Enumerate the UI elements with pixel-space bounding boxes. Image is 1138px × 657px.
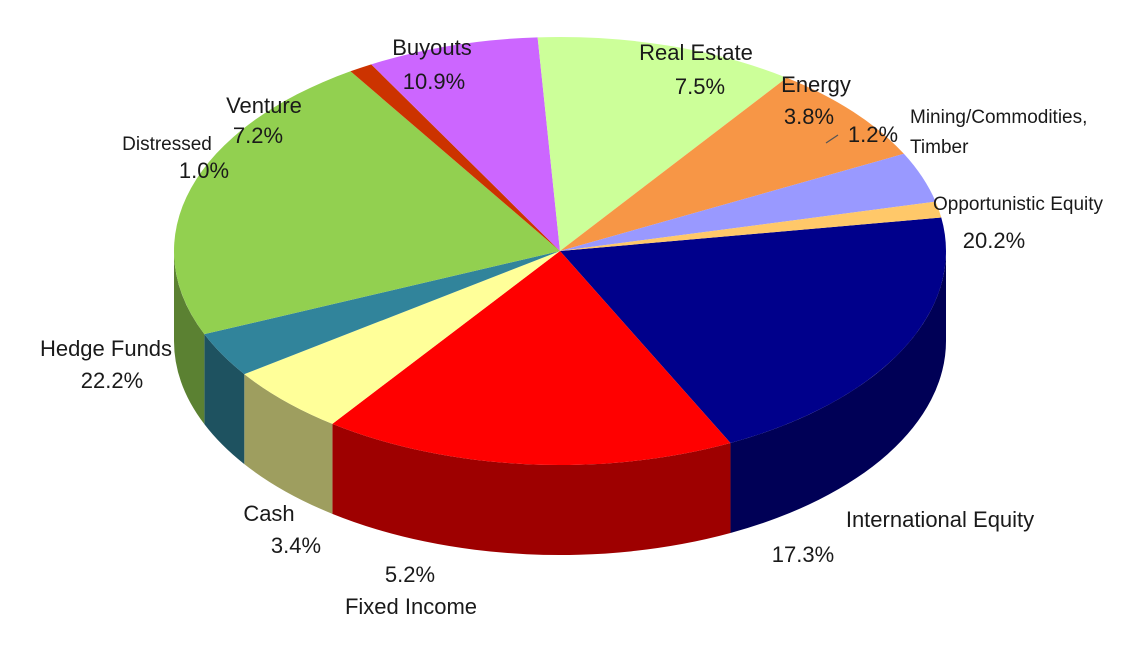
slice-percent: 22.2% xyxy=(81,368,143,393)
slice-label-fixed-income: 5.2% Fixed Income xyxy=(345,562,477,619)
slice-name: Real Estate xyxy=(639,40,753,65)
slice-percent: 10.9% xyxy=(403,69,465,94)
leader-lines xyxy=(825,134,839,144)
slice-side-international-equity xyxy=(332,423,731,555)
slice-label-energy: Energy 3.8% xyxy=(781,72,851,129)
slice-label-international-equity: International Equity 17.3% xyxy=(772,507,1034,567)
slice-cash xyxy=(204,251,560,375)
slice-percent: 17.3% xyxy=(772,542,834,567)
slice-name: Venture xyxy=(226,93,302,118)
slice-side-cash xyxy=(204,334,245,465)
slice-side-opportunistic-equity xyxy=(730,251,946,534)
pie-side-walls xyxy=(174,251,946,555)
slice-name: Energy xyxy=(781,72,851,97)
slice-name: International Equity xyxy=(846,507,1034,532)
slice-percent: 1.2% xyxy=(848,122,898,147)
slice-label-venture: Venture 7.2% xyxy=(226,93,302,148)
slice-venture xyxy=(371,37,560,251)
slice-percent: 7.2% xyxy=(233,123,283,148)
slice-percent: 3.8% xyxy=(784,104,834,129)
slice-name: Buyouts xyxy=(392,35,472,60)
slice-distressed xyxy=(350,64,560,251)
slice-label-distressed: Distressed 1.0% xyxy=(122,134,229,183)
slice-name: Distressed xyxy=(122,134,212,155)
slice-international-equity xyxy=(332,251,731,466)
slice-fixed-income xyxy=(244,251,560,424)
slice-side-fixed-income xyxy=(244,374,333,514)
slice-label-hedge-funds: Hedge Funds 22.2% xyxy=(40,336,172,393)
slice-label-real-estate: Real Estate 7.5% xyxy=(639,40,753,99)
slice-name: Hedge Funds xyxy=(40,336,172,361)
slice-percent: 3.4% xyxy=(271,533,321,558)
slice-energy xyxy=(560,153,936,251)
slice-percent: 5.2% xyxy=(385,562,435,587)
slice-name: Cash xyxy=(243,501,294,526)
slice-buyouts xyxy=(537,36,787,251)
slice-opportunistic-equity xyxy=(560,217,946,444)
slice-percent: 7.5% xyxy=(675,74,725,99)
slice-label-mining-commodities-timber: 1.2% Mining/Commodities, Timber xyxy=(848,107,1087,158)
slice-name-line-2: Timber xyxy=(910,137,969,158)
slice-name: Opportunistic Equity xyxy=(933,194,1104,215)
slice-label-buyouts: Buyouts 10.9% xyxy=(392,35,472,94)
slice-label-opportunistic-equity: Opportunistic Equity 20.2% xyxy=(933,194,1104,253)
slice-real-estate xyxy=(560,77,904,252)
slice-percent: 1.0% xyxy=(179,158,229,183)
slice-percent: 20.2% xyxy=(963,228,1025,253)
leader-line-mining xyxy=(825,134,839,144)
slice-name: Fixed Income xyxy=(345,594,477,619)
slice-label-cash: Cash 3.4% xyxy=(243,501,321,558)
mining-name-part-1: Mining/Commodities, xyxy=(910,107,1087,128)
slice-hedge-funds xyxy=(173,71,560,335)
pie-top-slices xyxy=(173,36,946,466)
slice-side-hedge-funds xyxy=(174,251,205,425)
mining-name-part-2: Timber xyxy=(910,137,969,158)
slice-name-line-1: Mining/Commodities, xyxy=(910,107,1087,128)
slice-mining-commodities-timber xyxy=(560,201,942,251)
